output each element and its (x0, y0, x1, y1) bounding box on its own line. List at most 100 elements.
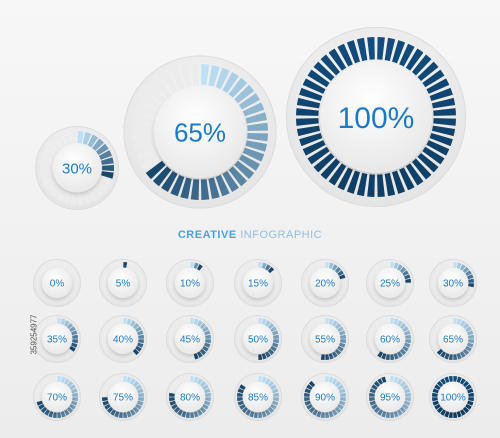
gauge-segment (460, 409, 466, 416)
gauge-segment (404, 342, 411, 348)
gauge-segment (393, 297, 399, 304)
gauge-segment (237, 342, 244, 348)
gauge-center (374, 381, 406, 413)
gauge-segment (57, 354, 62, 360)
gauge-segment (237, 388, 244, 394)
gauge-segment (132, 348, 140, 356)
gauge-segment (130, 295, 136, 302)
gauge-segment (138, 397, 144, 402)
gauge-segment (130, 264, 136, 271)
gauge-grid-19: 95% (365, 372, 415, 422)
gauge-label: 90% (315, 393, 335, 404)
gauge-segment (64, 378, 70, 385)
gauge-segment (123, 318, 128, 324)
gauge-segment (70, 192, 77, 205)
gauge-segment (440, 351, 446, 358)
gauge-segment (239, 154, 260, 171)
gauge-segment (126, 297, 132, 304)
gauge-segment (337, 384, 344, 390)
gauge-segment (270, 326, 277, 332)
gauge-segment (133, 140, 155, 152)
gauge-segment (237, 339, 243, 344)
gauge-segment (38, 270, 45, 276)
gauge-segment (102, 342, 109, 348)
gauge-segment (404, 400, 411, 406)
gauge-segment (138, 278, 144, 283)
gauge-segment (267, 406, 275, 414)
gauge-segment (245, 351, 251, 358)
gauge-segment (204, 274, 211, 280)
gauge-segment (302, 78, 326, 94)
gauge-segment (199, 292, 207, 300)
gauge-grid-6: 30% (428, 258, 478, 308)
gauge-segment (208, 177, 220, 199)
gauge-segment (302, 140, 326, 156)
gauge-segment (173, 348, 181, 356)
gauge-segment (169, 274, 176, 280)
gauge-segment (64, 264, 70, 271)
gauge-segment (304, 397, 310, 402)
gauge-segment (313, 152, 335, 173)
gauge-label: 100% (338, 102, 415, 135)
gauge-segment (169, 278, 175, 283)
gauge-segment (465, 326, 472, 332)
gauge-segment (104, 404, 111, 410)
gauge-segment (371, 404, 378, 410)
gauge-segment (432, 388, 439, 394)
gauge-segment (390, 318, 395, 324)
gauge-segment (71, 330, 78, 336)
gauge-segment (393, 353, 399, 360)
gauge-segment (273, 334, 279, 339)
gauge-segment (60, 376, 66, 383)
gauge-segment (106, 406, 114, 414)
gauge-segment (334, 348, 342, 356)
gauge-segment (44, 378, 50, 385)
gauge-segment (36, 388, 43, 394)
gauge-segment (205, 278, 211, 283)
gauge-segment (204, 400, 211, 406)
gauge-segment (332, 409, 338, 416)
gauge-segment (399, 43, 415, 67)
gauge-segment (467, 388, 474, 394)
gauge-segment (397, 378, 403, 385)
gauge-label: 5% (116, 279, 131, 290)
gauge-segment (123, 354, 128, 360)
gauge-segment (440, 409, 446, 416)
gauge-segment (249, 376, 255, 383)
gauge-segment (433, 108, 456, 116)
gauge-grid-1: 5% (98, 258, 148, 308)
gauge-segment (384, 37, 396, 62)
gauge-segment (161, 171, 178, 192)
gauge-segment (132, 122, 153, 132)
gauge-segment (367, 174, 375, 197)
gauge-segment (77, 131, 84, 144)
gauge-segment (87, 134, 99, 148)
gauge-grid: 0% 5% 10% 15% 20% 25% 30% 35% 40% 45% 50% 55% 60% 65%… (32, 258, 478, 422)
gauge-segment (193, 411, 199, 418)
gauge-segment (132, 406, 140, 414)
gauge-grid-14: 70% (32, 372, 82, 422)
gauge-segment (399, 292, 407, 300)
gauge-segment (137, 388, 144, 394)
gauge-segment (177, 320, 183, 327)
gauge-segment (177, 351, 183, 358)
gauge-segment (390, 412, 395, 418)
gauge-segment (171, 290, 178, 296)
gauge-segment (193, 376, 199, 383)
gauge-segment (392, 40, 406, 64)
gauge-segment (241, 406, 249, 414)
gauge-segment (72, 339, 78, 344)
gauge-segment (460, 320, 466, 327)
gauge-segment (270, 290, 277, 296)
gauge-segment (304, 330, 311, 336)
gauge-segment (123, 412, 128, 418)
gauge-segment (444, 262, 450, 269)
gauge-segment (245, 264, 251, 271)
gauge-segment (137, 274, 144, 280)
gauge-segment (328, 163, 347, 186)
gauge-segment (137, 342, 144, 348)
gauge-grid-5: 25% (365, 258, 415, 308)
gauge-segment (340, 278, 346, 283)
gauge-segment (135, 270, 142, 276)
gauge-segment (239, 404, 246, 410)
